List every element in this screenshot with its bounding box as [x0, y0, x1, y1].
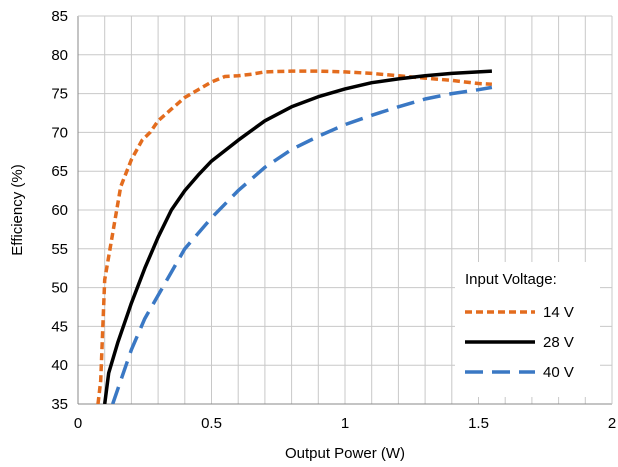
tick-labels: 0 0.5 1 1.5 2 35 40 45 50 55 60 65 70 75 80 85 — [51, 8, 616, 432]
x-tick-label: 0.5 — [201, 415, 222, 432]
y-tick-label: 50 — [51, 280, 68, 297]
x-tick-label: 2 — [608, 415, 616, 432]
y-tick-label: 35 — [51, 396, 68, 413]
legend-label: 40 V — [543, 364, 574, 381]
legend-background — [455, 262, 600, 397]
x-tick-label: 0 — [74, 415, 82, 432]
y-tick-label: 60 — [51, 202, 68, 219]
x-axis-label: Output Power (W) — [285, 445, 405, 462]
y-tick-label: 55 — [51, 241, 68, 258]
y-axis-label: Efficiency (%) — [9, 164, 26, 255]
series-line-14-v — [96, 69, 493, 404]
axes — [77, 15, 613, 405]
y-tick-label: 65 — [51, 163, 68, 180]
series-lines — [96, 69, 493, 404]
y-tick-label: 40 — [51, 357, 68, 374]
y-tick-label: 70 — [51, 124, 68, 141]
y-tick-label: 80 — [51, 47, 68, 64]
y-tick-label: 45 — [51, 318, 68, 335]
legend: Input Voltage: 14 V 28 V 40 V — [455, 262, 600, 397]
y-tick-label: 75 — [51, 86, 68, 103]
x-tick-label: 1.5 — [468, 415, 489, 432]
series-line-40-v — [111, 85, 493, 404]
legend-label: 28 V — [543, 334, 574, 351]
y-tick-label: 85 — [51, 8, 68, 25]
x-tick-label: 1 — [341, 415, 349, 432]
series-line-28-v — [102, 69, 493, 404]
legend-title: Input Voltage: — [465, 271, 557, 288]
legend-label: 14 V — [543, 304, 574, 321]
